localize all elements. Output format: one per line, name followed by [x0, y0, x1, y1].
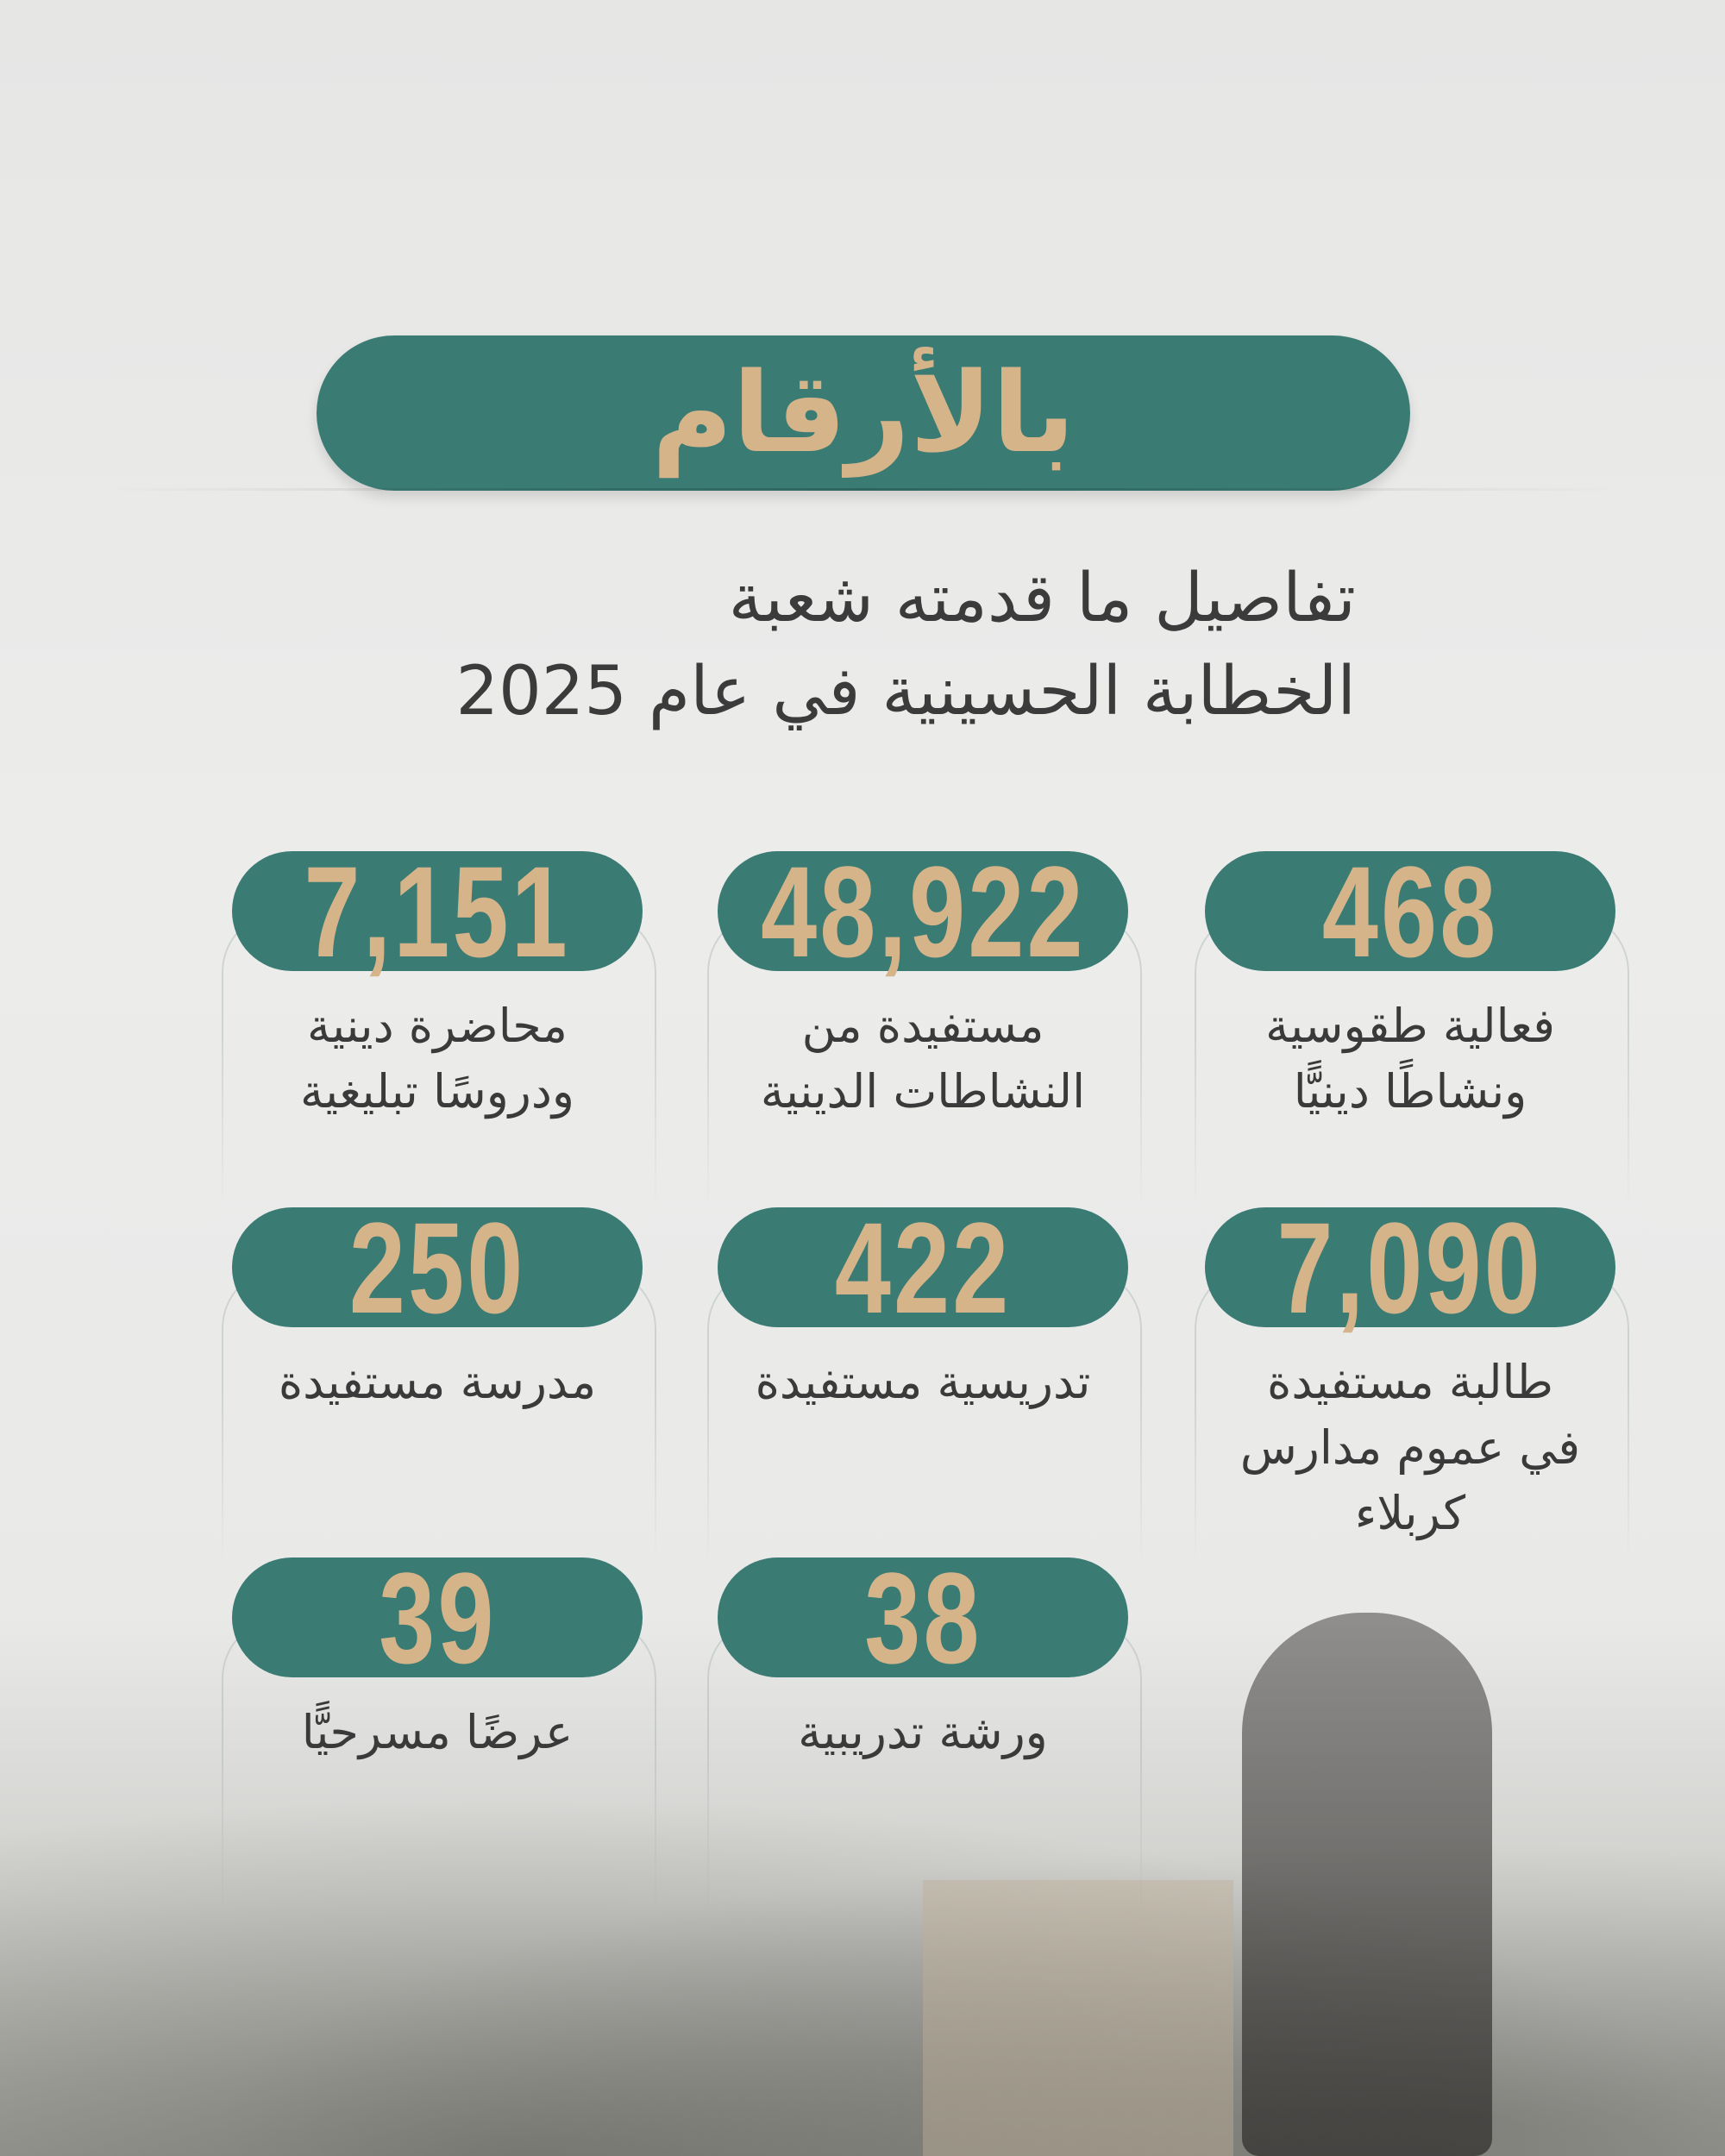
title-banner: بالأرقام — [317, 335, 1410, 491]
stat-label-line: مستفيدة من — [801, 999, 1044, 1053]
subtitle: تفاصيل ما قدمته شعبة الخطابة الحسينية في… — [328, 552, 1356, 738]
speaker-image — [1242, 1613, 1492, 2156]
stat-label-line: كربلاء — [1354, 1486, 1466, 1540]
stat-label: محاضرة دينية ودروسًا تبليغية — [239, 993, 636, 1125]
stat-value: 468 — [1321, 838, 1499, 984]
stat-label-line: ورشة تدريبية — [798, 1705, 1048, 1759]
page-title: بالأرقام — [651, 348, 1076, 478]
divider — [104, 488, 1622, 491]
stat-label-line: محاضرة دينية — [307, 999, 568, 1053]
stat-label: فعالية طقوسية ونشاطًا دينيًّا — [1212, 993, 1609, 1125]
subtitle-line: تفاصيل ما قدمته شعبة — [728, 560, 1356, 637]
stat-value-pill: 39 — [232, 1553, 643, 1683]
stat-value-pill: 468 — [1205, 847, 1615, 976]
stat-label-line: ونشاطًا دينيًّا — [1293, 1064, 1527, 1119]
stat-label-line: عرضًا مسرحيًّا — [301, 1705, 574, 1759]
stat-value: 7,090 — [1276, 1194, 1544, 1340]
stat-value: 422 — [834, 1194, 1012, 1340]
stat-label: تدريسية مستفيدة — [724, 1350, 1121, 1415]
stat-label-line: مدرسة مستفيدة — [278, 1355, 597, 1409]
stat-label-line: النشاطات الدينية — [760, 1064, 1086, 1119]
stat-value-pill: 48,922 — [718, 847, 1128, 976]
stat-label: عرضًا مسرحيًّا — [239, 1700, 636, 1765]
stat-label-line: ودروسًا تبليغية — [300, 1064, 574, 1119]
stat-value-pill: 7,151 — [232, 847, 643, 976]
stat-label: مستفيدة من النشاطات الدينية — [724, 993, 1121, 1125]
podium-image — [923, 1880, 1233, 2156]
stat-label-line: في عموم مدارس — [1239, 1420, 1581, 1475]
stat-label: طالبة مستفيدة في عموم مدارس كربلاء — [1212, 1350, 1609, 1546]
stat-value: 48,922 — [760, 838, 1086, 984]
stat-value-pill: 250 — [232, 1203, 643, 1332]
stat-value-pill: 38 — [718, 1553, 1128, 1683]
stat-value-pill: 7,090 — [1205, 1203, 1615, 1332]
stat-label: مدرسة مستفيدة — [239, 1350, 636, 1415]
stat-value: 250 — [348, 1194, 526, 1340]
stat-label-line: فعالية طقوسية — [1265, 999, 1555, 1053]
stat-value: 39 — [378, 1545, 497, 1690]
stat-label-line: طالبة مستفيدة — [1267, 1355, 1553, 1409]
stat-value-pill: 422 — [718, 1203, 1128, 1332]
stat-value: 7,151 — [304, 838, 571, 984]
stat-label-line: تدريسية مستفيدة — [755, 1355, 1091, 1409]
stat-label: ورشة تدريبية — [724, 1700, 1121, 1765]
subtitle-line: الخطابة الحسينية في عام 2025 — [455, 653, 1356, 730]
stat-value: 38 — [863, 1545, 982, 1690]
